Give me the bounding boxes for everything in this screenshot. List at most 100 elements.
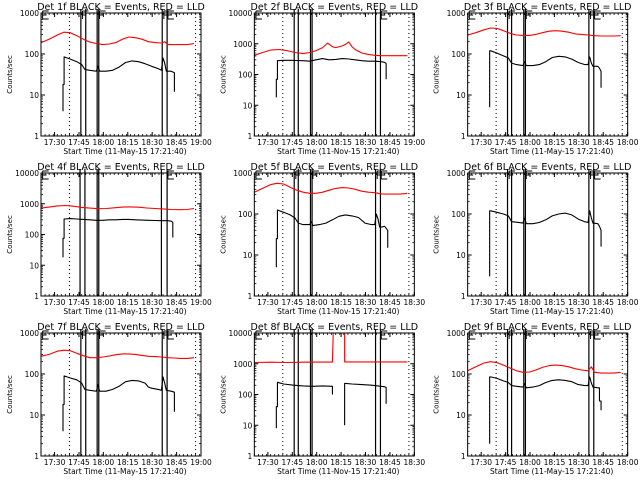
- x-tick-label: 18:00: [306, 458, 328, 467]
- x-tick-label: 17:45: [68, 138, 90, 147]
- chart-title: Det 8f BLACK = Events, RED = LLD: [251, 322, 419, 333]
- flag-marker-e: [255, 10, 262, 20]
- chart-title: Det 6f BLACK = Events, RED = LLD: [464, 162, 632, 173]
- series-events: [489, 50, 602, 108]
- chart-title: Det 4f BLACK = Events, RED = LLD: [37, 162, 205, 173]
- chart-title: Det 5f BLACK = Events, RED = LLD: [251, 162, 419, 173]
- x-tick-label: 18:45: [592, 458, 614, 467]
- x-tick-label: 18:30: [141, 458, 163, 467]
- series-events: [275, 209, 389, 268]
- y-tick-label: 100: [238, 71, 253, 80]
- x-tick-label: 18:45: [379, 138, 401, 147]
- chart-title: Det 7f BLACK = Events, RED = LLD: [37, 322, 205, 333]
- series-events-2: [344, 382, 387, 426]
- flag-marker-f: [295, 170, 302, 179]
- x-tick-label: 18:30: [568, 458, 590, 467]
- x-axis-label: Start Time (11-May-15 17:21:40): [490, 307, 613, 316]
- y-tick-label: 1: [461, 452, 466, 461]
- series-lld: [254, 182, 408, 195]
- y-tick-label: 10: [29, 91, 39, 100]
- y-axis-label: Counts/sec: [219, 215, 227, 254]
- flag-marker-e: [380, 170, 388, 180]
- series-events: [275, 58, 387, 98]
- flag-marker-e: [255, 330, 262, 340]
- series-lld: [40, 349, 195, 359]
- y-axis-label: Counts/sec: [6, 55, 14, 94]
- x-tick-label: 17:30: [257, 138, 279, 147]
- x-tick-label: 17:45: [281, 298, 303, 307]
- x-tick-label: 17:45: [495, 298, 517, 307]
- x-tick-label: 19:00: [190, 298, 212, 307]
- flag-marker-e: [167, 170, 174, 180]
- series-events: [275, 381, 333, 429]
- flag-marker-e: [468, 330, 476, 340]
- chart-panel-7: Det 7f BLACK = Events, RED = LLD 1 10 100 10…: [6, 322, 212, 476]
- x-tick-label: 18:15: [544, 138, 566, 147]
- series-events: [62, 218, 174, 258]
- x-tick-label: 18:30: [355, 138, 377, 147]
- y-tick-label: 1: [461, 292, 466, 301]
- y-tick-label: 10000: [228, 9, 252, 18]
- y-tick-label: 1000: [447, 329, 466, 338]
- flag-marker-e: [594, 170, 601, 180]
- y-axis-label: Counts/sec: [219, 375, 227, 414]
- series-lld: [254, 332, 408, 364]
- x-tick-label: 19:00: [190, 138, 212, 147]
- x-axis-label: Start Time (11-May-15 17:21:40): [490, 147, 613, 156]
- y-axis-label: Counts/sec: [433, 375, 441, 414]
- chart-title: Det 1f BLACK = Events, RED = LLD: [37, 2, 205, 13]
- series-events: [62, 375, 175, 432]
- x-axis-label: Start Time (11-Nov-15 17:21:40): [277, 467, 399, 476]
- y-tick-label: 10: [456, 91, 466, 100]
- plot-frame: [40, 172, 202, 297]
- y-tick-label: 10: [456, 411, 466, 420]
- y-axis-label: Counts/sec: [433, 215, 441, 254]
- chart-panel-2: Det 2f BLACK = Events, RED = LLD 1 10 100 10…: [219, 2, 425, 156]
- x-tick-label: 17:30: [44, 138, 66, 147]
- y-tick-label: 1000: [447, 169, 466, 178]
- x-tick-label: 18:15: [330, 458, 352, 467]
- x-axis-label: Start Time (11-Nov-15 17:21:40): [277, 147, 399, 156]
- x-tick-label: 17:45: [495, 138, 517, 147]
- x-tick-label: 18:15: [117, 138, 139, 147]
- x-tick-label: 18:30: [141, 138, 163, 147]
- x-tick-label: 18:00: [519, 458, 541, 467]
- x-tick-label: 18:30: [404, 298, 426, 307]
- chart-panel-6: Det 6f BLACK = Events, RED = LLD 1 10 100 10…: [433, 162, 639, 316]
- y-tick-label: 1: [34, 132, 39, 141]
- y-tick-label: 1: [248, 452, 253, 461]
- series-events: [489, 210, 602, 277]
- x-tick-label: 17:45: [281, 138, 303, 147]
- y-tick-label: 10: [29, 411, 39, 420]
- plot-frame: [467, 172, 629, 297]
- y-tick-label: 1000: [447, 9, 466, 18]
- x-tick-label: 18:15: [117, 458, 139, 467]
- flag-marker-e: [380, 330, 388, 340]
- y-tick-label: 1: [461, 132, 466, 141]
- y-tick-label: 100: [238, 391, 253, 400]
- x-tick-label: 17:30: [44, 298, 66, 307]
- plot-frame: [40, 332, 202, 457]
- x-tick-label: 17:30: [470, 458, 492, 467]
- plot-frame: [253, 332, 415, 457]
- x-axis-label: Start Time (11-May-15 17:21:40): [490, 467, 613, 476]
- x-tick-label: 18:15: [117, 298, 139, 307]
- x-tick-label: 18:00: [93, 458, 115, 467]
- series-lld: [254, 41, 408, 57]
- x-tick-label: 18:15: [544, 458, 566, 467]
- y-tick-label: 1000: [20, 9, 39, 18]
- x-tick-label: 17:30: [257, 298, 279, 307]
- x-tick-label: 18:00: [93, 298, 115, 307]
- chart-panel-5: Det 5f BLACK = Events, RED = LLD 1 10 100 10…: [219, 162, 425, 316]
- y-tick-label: 1000: [233, 360, 252, 369]
- y-tick-label: 10: [243, 101, 253, 110]
- x-tick-label: 17:30: [470, 298, 492, 307]
- y-tick-label: 10: [456, 251, 466, 260]
- plot-frame: [253, 172, 415, 297]
- y-tick-label: 1000: [233, 40, 252, 49]
- y-tick-label: 100: [238, 210, 253, 219]
- x-tick-label: 17:30: [470, 138, 492, 147]
- x-axis-label: Start Time (11-Nov-15 17:21:40): [277, 307, 399, 316]
- x-tick-label: 17:45: [68, 298, 90, 307]
